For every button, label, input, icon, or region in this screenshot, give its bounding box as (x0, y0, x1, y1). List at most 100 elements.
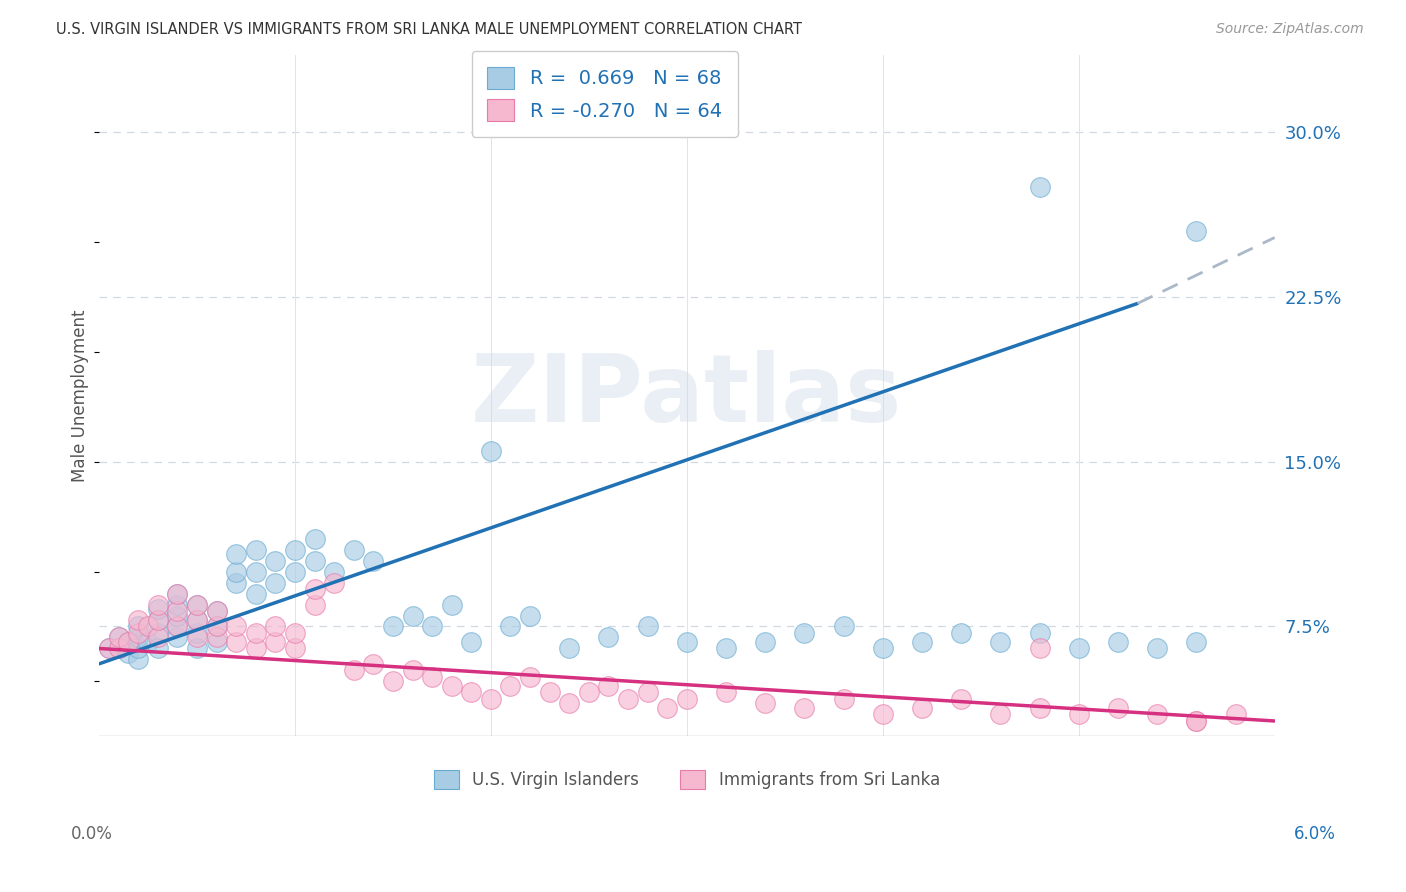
Point (186, 598, 208, 612)
Point (1185, 714, 1208, 728)
Point (166, 586, 188, 600)
Point (988, 707, 1011, 722)
Point (186, 631, 208, 645)
Point (245, 586, 267, 600)
Point (264, 635, 287, 649)
Text: U.S. VIRGIN ISLANDER VS IMMIGRANTS FROM SRI LANKA MALE UNEMPLOYMENT CORRELATION : U.S. VIRGIN ISLANDER VS IMMIGRANTS FROM … (56, 22, 803, 37)
Point (97, 641, 120, 656)
Point (1185, 714, 1208, 728)
Point (323, 575, 346, 590)
Text: 0.0%: 0.0% (70, 825, 112, 843)
Point (117, 635, 139, 649)
Point (676, 635, 699, 649)
Point (117, 646, 139, 660)
Point (264, 619, 287, 633)
Point (146, 613, 169, 627)
Point (420, 619, 443, 633)
Point (205, 604, 228, 618)
Point (186, 598, 208, 612)
Point (460, 685, 482, 699)
Point (186, 626, 208, 640)
Point (107, 641, 129, 656)
Point (245, 626, 267, 640)
Point (264, 575, 287, 590)
Point (304, 582, 326, 596)
Point (637, 619, 659, 633)
Point (440, 598, 463, 612)
Point (460, 635, 482, 649)
Point (166, 598, 188, 612)
Point (950, 626, 973, 640)
Point (578, 685, 600, 699)
Point (323, 565, 346, 579)
Point (558, 697, 581, 711)
Point (1028, 180, 1050, 194)
Point (381, 674, 404, 689)
Text: ZIPatlas: ZIPatlas (471, 350, 903, 442)
Point (127, 626, 149, 640)
Point (558, 641, 581, 656)
Point (166, 619, 188, 633)
Point (714, 641, 737, 656)
Point (127, 619, 149, 633)
Point (676, 692, 699, 706)
Point (284, 542, 307, 557)
Point (186, 613, 208, 627)
Point (136, 619, 159, 633)
Point (166, 608, 188, 623)
Point (617, 692, 640, 706)
Point (146, 602, 169, 616)
Point (146, 626, 169, 640)
Point (166, 631, 188, 645)
Point (284, 626, 307, 640)
Point (225, 565, 247, 579)
Point (304, 553, 326, 567)
Point (832, 619, 855, 633)
Point (245, 542, 267, 557)
Y-axis label: Male Unemployment: Male Unemployment (72, 310, 89, 482)
Point (166, 619, 188, 633)
Point (225, 619, 247, 633)
Point (637, 685, 659, 699)
Point (1185, 635, 1208, 649)
Point (245, 565, 267, 579)
Point (363, 553, 385, 567)
Text: Source: ZipAtlas.com: Source: ZipAtlas.com (1216, 22, 1364, 37)
Point (872, 641, 894, 656)
Point (479, 692, 502, 706)
Point (1067, 641, 1090, 656)
Point (245, 641, 267, 656)
Point (146, 631, 169, 645)
Point (499, 619, 522, 633)
Point (911, 635, 934, 649)
Point (186, 641, 208, 656)
Point (519, 608, 541, 623)
Point (499, 679, 522, 693)
Point (127, 631, 149, 645)
Point (107, 631, 129, 645)
Point (107, 641, 129, 656)
Point (225, 547, 247, 561)
Point (1146, 707, 1168, 722)
Point (166, 586, 188, 600)
Point (127, 613, 149, 627)
Point (363, 657, 385, 671)
Point (127, 652, 149, 666)
Point (205, 635, 228, 649)
Point (440, 679, 463, 693)
Point (754, 697, 776, 711)
Point (872, 707, 894, 722)
Point (225, 575, 247, 590)
Point (107, 631, 129, 645)
Point (401, 664, 423, 678)
Point (1107, 635, 1129, 649)
Point (1067, 707, 1090, 722)
Point (1028, 626, 1050, 640)
Legend: U.S. Virgin Islanders, Immigrants from Sri Lanka: U.S. Virgin Islanders, Immigrants from S… (427, 764, 946, 797)
Point (136, 635, 159, 649)
Point (304, 532, 326, 546)
Point (264, 553, 287, 567)
Point (714, 685, 737, 699)
Point (420, 670, 443, 684)
Point (598, 679, 620, 693)
